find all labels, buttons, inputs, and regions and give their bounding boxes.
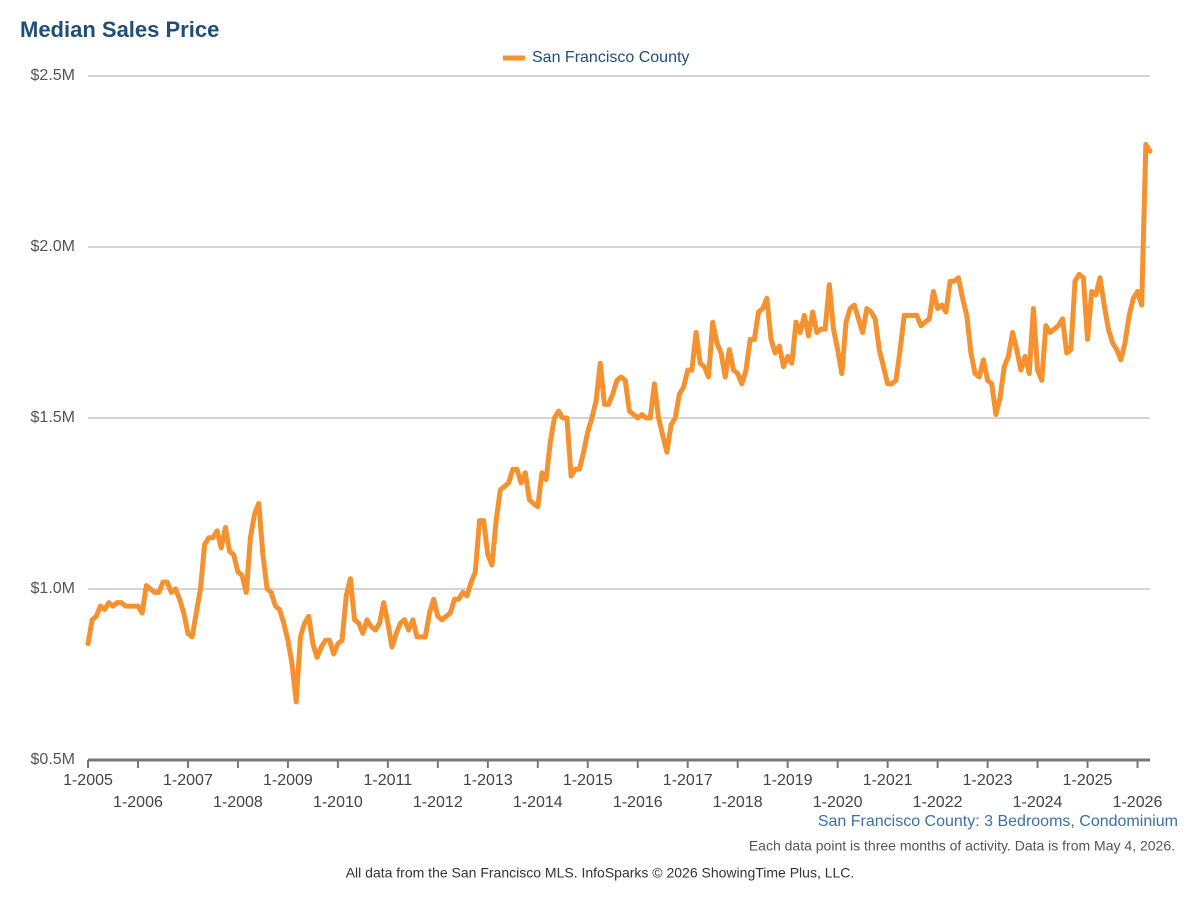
x-tick-label: 1-2025 [1063, 772, 1113, 789]
x-tick-label: 1-2023 [963, 772, 1013, 789]
x-tick-label: 1-2024 [1013, 794, 1063, 811]
x-tick-label: 1-2007 [163, 772, 213, 789]
x-tick-label: 1-2006 [113, 794, 163, 811]
footer: All data from the San Francisco MLS. Inf… [346, 865, 855, 881]
y-tick-label: $2.5M [31, 67, 75, 84]
x-tick-label: 1-2009 [263, 772, 313, 789]
y-tick-label: $1.5M [31, 409, 75, 426]
x-tick-label: 1-2012 [413, 794, 463, 811]
y-tick-label: $1.0M [31, 580, 75, 597]
x-tick-label: 1-2010 [313, 794, 363, 811]
x-tick-label: 1-2005 [63, 772, 113, 789]
x-tick-label: 1-2022 [913, 794, 963, 811]
x-tick-label: 1-2017 [663, 772, 713, 789]
line [85, 141, 1153, 705]
x-tick-label: 1-2014 [513, 794, 563, 811]
y-tick-label: $0.5M [31, 751, 75, 768]
x-tick-label: 1-2015 [563, 772, 613, 789]
x-tick-label: 1-2026 [1113, 794, 1163, 811]
x-tick-label: 1-2008 [213, 794, 263, 811]
x-tick-label: 1-2018 [713, 794, 763, 811]
x-tick-label: 1-2021 [863, 772, 913, 789]
chart-title: Median Sales Price [20, 17, 219, 42]
x-tick-label: 1-2019 [763, 772, 813, 789]
note: Each data point is three months of activ… [749, 838, 1175, 854]
x-tick-label: 1-2013 [463, 772, 513, 789]
x-tick-label: 1-2016 [613, 794, 663, 811]
x-tick-label: 1-2011 [364, 772, 413, 789]
subtitle: San Francisco County: 3 Bedrooms, Condom… [818, 813, 1178, 830]
y-tick-label: $2.0M [31, 238, 75, 255]
legend-label: San Francisco County [532, 49, 689, 66]
x-tick-label: 1-2020 [813, 794, 863, 811]
